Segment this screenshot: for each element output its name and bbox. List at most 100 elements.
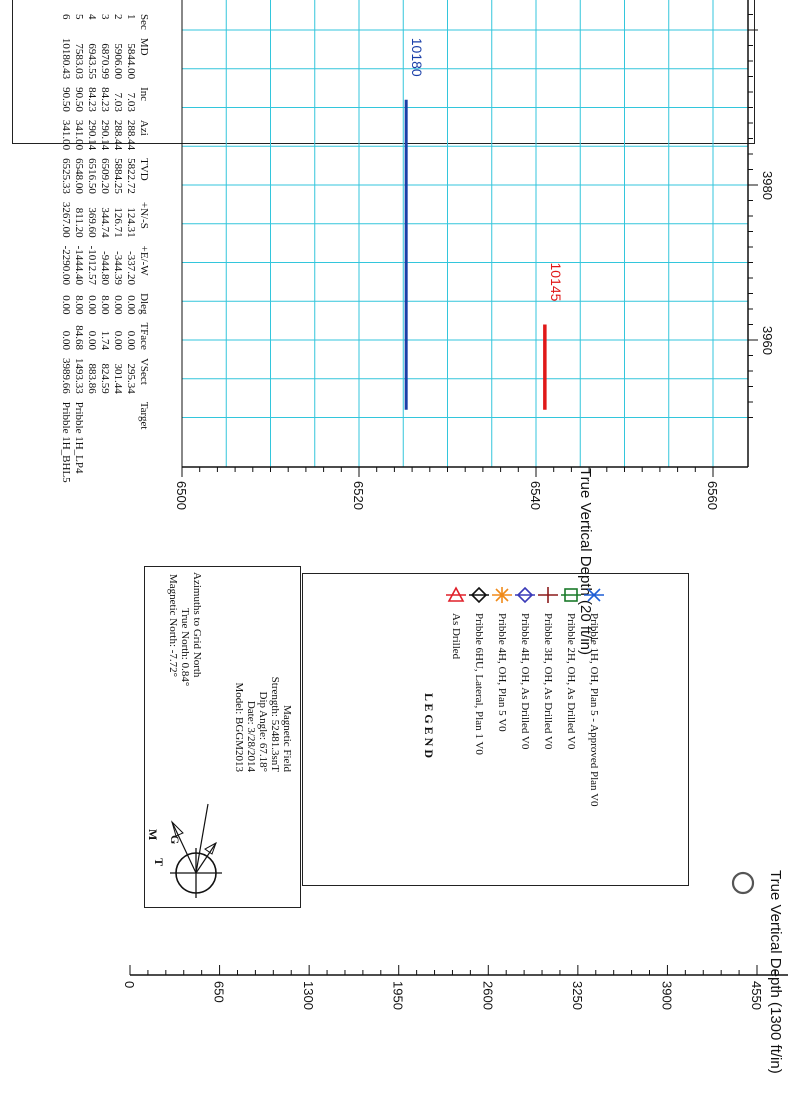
table-cell: 1493.33 xyxy=(73,357,85,394)
table-row: 5 7583.03 90.50 341.00 6548.00 811.20 -1444.40… xyxy=(72,10,85,487)
overview-tick-label: 1950 xyxy=(391,981,406,1010)
table-cell: 369.60 xyxy=(86,207,98,238)
north-label-true: T xyxy=(152,858,166,867)
north-line-2: True North: 0.84° xyxy=(179,608,191,687)
table-column-header: Target xyxy=(138,401,150,430)
table-cell: -944.80 xyxy=(99,251,111,286)
table-cell: 4 xyxy=(86,14,98,20)
table-cell: 5 xyxy=(73,14,85,20)
table-cell: 7.03 xyxy=(125,92,137,112)
magnetic-field-text: Magnetic Field Strength: 52481.3snT Dip … xyxy=(233,572,293,772)
legend-item-label: Pribble 3H, OH, As Drilled V0 xyxy=(542,613,555,750)
table-cell: 288.44 xyxy=(125,119,137,151)
legend-item: Pribble 3H, OH, As Drilled V0 xyxy=(537,585,560,885)
north-label-magnetic: M xyxy=(146,829,160,841)
table-cell: -2290.00 xyxy=(60,245,72,286)
section-details-table: Sec MD Inc Azi TVD +N/-S +E/-W Dleg TFace VSect Ta… xyxy=(59,10,150,487)
series-end-label: 10180 xyxy=(409,38,425,77)
table-cell: 883.86 xyxy=(86,363,98,394)
series-end-label: 10145 xyxy=(548,263,564,302)
table-cell: Pribble 1H_LP4 xyxy=(73,401,85,474)
table-cell: 3989.66 xyxy=(60,357,72,394)
north-reference-text: Azimuths to Grid North True North: 0.84°… xyxy=(167,572,203,782)
table-cell: 5906.00 xyxy=(112,43,124,80)
field-line-3: Dip Angle: 67.18° xyxy=(257,691,269,772)
y-tick-label: 6540 xyxy=(528,481,543,510)
table-cell: 811.20 xyxy=(73,207,85,238)
table-cell: 5822.72 xyxy=(125,158,137,194)
diamond-marker-icon xyxy=(515,586,536,604)
table-column-header: Azi xyxy=(138,119,150,136)
table-row: 4 6943.55 84.23 290.14 6516.50 369.60 -1012.57… xyxy=(85,10,98,487)
section-details-box xyxy=(12,0,755,144)
table-cell: 6 xyxy=(60,14,72,20)
table-cell: 10180.43 xyxy=(60,37,72,80)
table-cell: 288.44 xyxy=(112,119,124,151)
table-column-header: TFace xyxy=(138,322,150,350)
table-cell: 1.74 xyxy=(99,330,111,350)
table-cell: 0.00 xyxy=(60,330,72,350)
table-cell: 0.00 xyxy=(125,330,137,350)
table-cell: 6870.99 xyxy=(99,43,111,80)
table-cell xyxy=(111,398,124,487)
star-marker-icon xyxy=(492,587,513,603)
table-cell: 6525.33 xyxy=(60,158,72,194)
overview-chart-ylabel: True Vertical Depth (1300 ft/in) xyxy=(767,870,784,1074)
overview-tick-label: 2600 xyxy=(480,981,495,1010)
x-tick-label: 3960 xyxy=(760,326,775,355)
table-cell: 126.71 xyxy=(112,207,124,238)
table-cell: -1444.40 xyxy=(73,245,85,286)
table-column-header: Dleg xyxy=(138,293,150,315)
field-line-5: Model: BGGM2013 xyxy=(233,682,245,772)
table-cell: 6943.55 xyxy=(86,43,98,80)
legend-item-label: Pribble 4H, OH, Plan 5 V0 xyxy=(496,613,509,732)
table-cell: 2 xyxy=(112,14,124,20)
table-cell: 6548.00 xyxy=(73,158,85,194)
table-cell: 84.68 xyxy=(73,325,85,350)
field-line-4: Date: 3/28/2014 xyxy=(245,700,257,772)
table-cell: 8.00 xyxy=(73,295,85,315)
table-cell: 7.03 xyxy=(112,92,124,112)
table-cell: 3 xyxy=(99,14,111,20)
legend-item: Pribble 6HU, Lateral, Plan 1 V0 xyxy=(468,585,491,885)
y-tick-label: 6520 xyxy=(351,481,366,510)
table-cell: 0.00 xyxy=(86,330,98,350)
legend-item: Pribble 4H, OH, As Drilled V0 xyxy=(514,585,537,885)
triangle-marker-icon xyxy=(446,586,467,602)
table-header-row: Sec MD Inc Azi TVD +N/-S +E/-W Dleg TFace VSect Ta… xyxy=(137,10,150,487)
table-cell: 341.00 xyxy=(73,119,85,151)
overview-tick-label: 3900 xyxy=(659,981,674,1010)
x-marker-icon xyxy=(584,588,605,602)
legend-item: As Drilled xyxy=(445,585,468,885)
table-row: 3 6870.99 84.23 290.14 6509.20 344.74 -944.80 8… xyxy=(98,10,111,487)
legend-list: Pribble 1H, OH, Plan 5 - Approved Plan V… xyxy=(445,585,606,885)
table-cell: 290.14 xyxy=(99,119,111,151)
table-cell xyxy=(98,398,111,487)
table-body: 1 5844.00 7.03 288.44 5822.72 124.31 -337.20 0.… xyxy=(59,10,137,487)
north-arrow-box xyxy=(144,566,301,908)
table-cell: 7583.03 xyxy=(73,43,85,80)
section-details-table-container: Sec MD Inc Azi TVD +N/-S +E/-W Dleg TFace VSect Ta… xyxy=(59,10,150,750)
field-line-2: Strength: 52481.3snT xyxy=(269,676,281,772)
overview-tick-label: 1300 xyxy=(301,981,316,1010)
legend-item: Pribble 1H, OH, Plan 5 - Approved Plan V… xyxy=(583,585,606,885)
legend-box xyxy=(302,573,689,886)
circle-mark-icon xyxy=(731,871,755,895)
tvd-detail-chart: 6500 6520 6540 6560 3960 3980 10180 10145 xyxy=(174,0,775,510)
plus-marker-icon xyxy=(538,587,559,603)
legend-item-label: Pribble 1H, OH, Plan 5 - Approved Plan V… xyxy=(588,613,601,807)
overview-tick-label: 0 xyxy=(122,981,137,988)
legend-item: Pribble 4H, OH, Plan 5 V0 xyxy=(491,585,514,885)
table-cell xyxy=(124,398,137,487)
table-cell: -344.39 xyxy=(112,251,124,286)
diamond-marker-icon xyxy=(469,586,490,604)
y-tick-label: 6500 xyxy=(174,481,189,510)
table-cell: 0.00 xyxy=(112,330,124,350)
tvd-overview-chart: 0650130019502600325039004550010002000300… xyxy=(122,965,788,1010)
legend-item-label: As Drilled xyxy=(450,613,463,660)
table-cell: 84.23 xyxy=(86,87,98,112)
table-row: 2 5906.00 7.03 288.44 5884.25 126.71 -344.39 0.… xyxy=(111,10,124,487)
table-row: 6 10180.43 90.50 341.00 6525.33 3267.00 -2290.… xyxy=(59,10,72,487)
table-cell: -337.20 xyxy=(125,251,137,286)
x-tick-label: 3980 xyxy=(760,171,775,200)
